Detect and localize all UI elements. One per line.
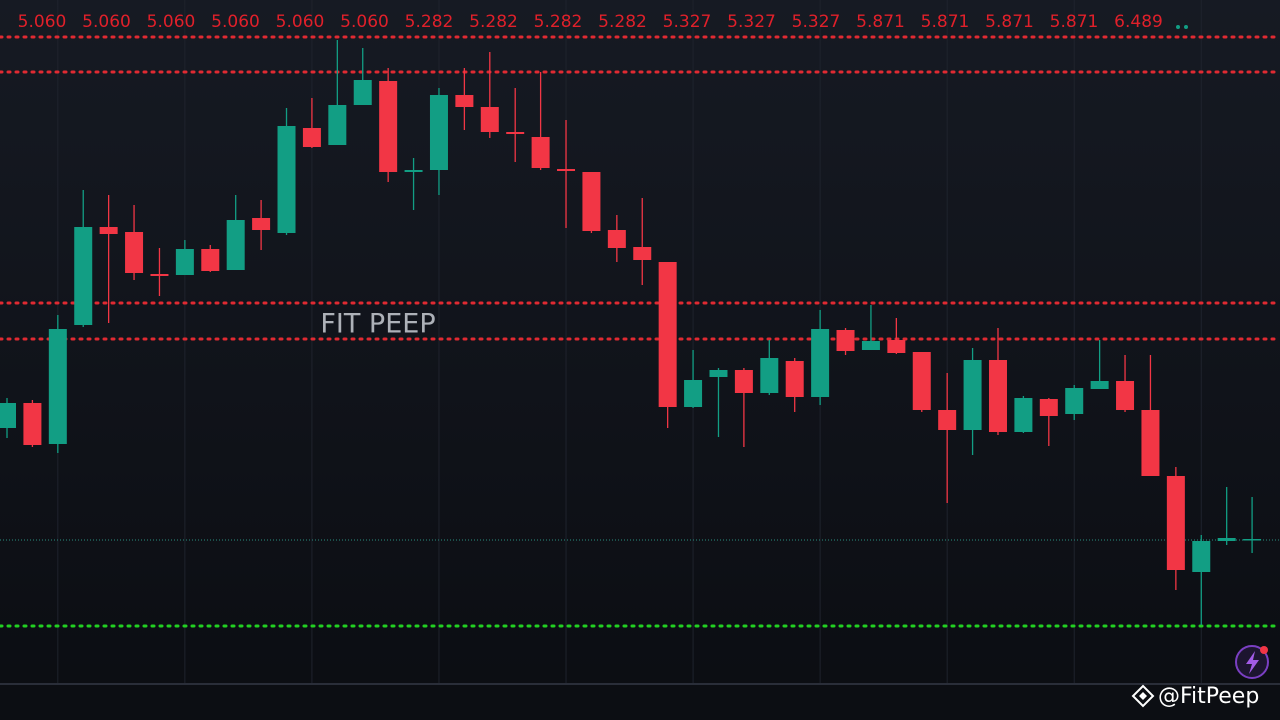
price-label: 5.282: [534, 12, 583, 32]
candle-body: [1065, 388, 1084, 414]
candle-body: [963, 360, 982, 430]
candle-body: [74, 227, 93, 325]
candle-body: [99, 227, 118, 234]
watermark: FIT PEEP: [320, 309, 435, 340]
candle-body: [1166, 476, 1185, 570]
candle-body: [658, 262, 677, 407]
price-label: 5.282: [405, 12, 454, 32]
candle-body: [988, 360, 1007, 432]
candle-body: [328, 105, 347, 145]
price-label: 6.489: [1114, 12, 1163, 32]
candle-body: [175, 249, 194, 275]
candle-body: [760, 358, 779, 393]
price-label: 5.060: [82, 12, 131, 32]
candle-body: [150, 274, 169, 276]
candle-body: [633, 247, 652, 260]
price-label: 5.282: [598, 12, 647, 32]
candle-body: [480, 107, 499, 132]
candle-body: [1217, 538, 1236, 541]
ellipsis-dot: [1184, 25, 1188, 29]
candle-body: [404, 170, 423, 172]
price-label: 5.060: [276, 12, 325, 32]
candle-body: [252, 218, 271, 230]
price-label: 5.871: [856, 12, 905, 32]
handle-logo: [1131, 684, 1155, 708]
icon-badge: [1260, 646, 1268, 654]
candle-body: [353, 80, 372, 105]
candle-body: [734, 370, 753, 393]
candle-body: [23, 403, 42, 445]
candle-body: [48, 329, 67, 444]
candle-body: [125, 232, 144, 273]
handle: @FitPeep: [1158, 684, 1259, 709]
price-label: 5.327: [727, 12, 776, 32]
icon-bolt: [1246, 651, 1259, 674]
price-label: 5.871: [1050, 12, 1099, 32]
price-label: 5.060: [18, 12, 67, 32]
candle-body: [938, 410, 957, 430]
candle-body: [506, 132, 525, 134]
candle-body: [277, 126, 296, 233]
candle-body: [912, 352, 931, 410]
candles: [0, 40, 1262, 625]
candle-body: [379, 81, 398, 172]
candle-body: [836, 330, 855, 351]
candle-body: [1039, 399, 1058, 416]
logo-core: [1139, 692, 1147, 700]
price-label: 5.060: [147, 12, 196, 32]
candle-body: [1014, 398, 1033, 432]
candle-body: [531, 137, 550, 168]
levels: [0, 35, 1280, 628]
candle-body: [887, 340, 906, 353]
volume-pane: [0, 684, 1280, 720]
candle-body: [429, 95, 448, 170]
candle-body: [1141, 410, 1160, 476]
candle-body: [811, 329, 830, 397]
logo-diamond: [1131, 684, 1155, 708]
candle-body: [455, 95, 474, 107]
candle-body: [201, 249, 220, 271]
candle-body: [557, 169, 576, 171]
candle-body: [1243, 539, 1262, 541]
candle-body: [1090, 381, 1109, 389]
candle-body: [0, 403, 16, 428]
price-label: 5.871: [921, 12, 970, 32]
candle-body: [861, 341, 880, 350]
price-label: 5.060: [211, 12, 260, 32]
price-label: 5.060: [340, 12, 389, 32]
candle-body: [582, 172, 601, 231]
app-icon: [1235, 645, 1269, 679]
candle-body: [302, 128, 321, 147]
candle-body: [1192, 541, 1211, 572]
price-label: 5.282: [469, 12, 518, 32]
candle-body: [785, 361, 804, 397]
price-label: 5.871: [985, 12, 1034, 32]
price-label: 5.327: [663, 12, 712, 32]
candle-body: [1116, 381, 1135, 410]
top-labels: 5.060 5.060 5.060 5.060 5.060 5.060 5.282 5.282…: [18, 12, 1163, 32]
price-label: 5.327: [792, 12, 841, 32]
candle-body: [709, 370, 728, 377]
candle-body: [607, 230, 626, 248]
candle-body: [684, 380, 703, 407]
ellipsis-dot: [1176, 25, 1180, 29]
candle-body: [226, 220, 245, 270]
